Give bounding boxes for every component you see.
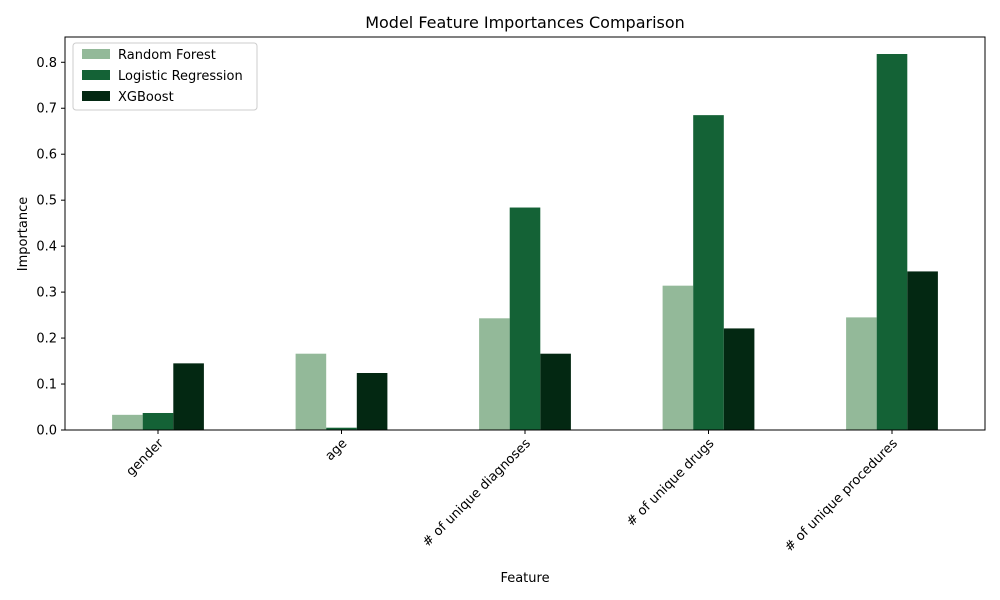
bar-random-forest-4 <box>846 317 877 430</box>
x-tick-label: gender <box>124 436 168 480</box>
y-tick-label: 0.0 <box>36 424 57 439</box>
bar-logistic-regression-4 <box>876 54 908 430</box>
bar-logistic-regression-0 <box>142 412 174 430</box>
plot-area: 0.0 0.1 0.2 0.3 0.4 0.5 0.6 0.7 0.8 gender age # of… <box>36 36 986 555</box>
legend: Random Forest Logistic Regression XGBoost <box>72 42 258 111</box>
bar-xgboost-2 <box>540 353 571 430</box>
y-tick-label: 0.8 <box>36 56 57 71</box>
legend-label: XGBoost <box>118 90 174 105</box>
y-tick-label: 0.3 <box>36 286 57 301</box>
bar-logistic-regression-1 <box>326 427 357 430</box>
legend-swatch <box>82 70 110 80</box>
bar-random-forest-3 <box>662 285 694 430</box>
x-axis-label: Feature <box>500 571 549 586</box>
bar-random-forest-2 <box>479 318 510 430</box>
bar-xgboost-0 <box>173 363 204 430</box>
legend-box <box>72 42 258 111</box>
bar-random-forest-1 <box>295 353 327 430</box>
legend-label: Random Forest <box>118 48 216 63</box>
bar-logistic-regression-2 <box>509 207 541 430</box>
y-tick-label: 0.7 <box>36 102 57 117</box>
bar-xgboost-4 <box>907 271 938 430</box>
x-tick-label: # of unique drugs <box>624 436 718 530</box>
y-tick-label: 0.1 <box>36 378 57 393</box>
bar-random-forest-0 <box>112 414 143 430</box>
bar-xgboost-1 <box>356 373 388 430</box>
y-tick-label: 0.4 <box>36 240 57 255</box>
chart-title: Model Feature Importances Comparison <box>365 13 685 32</box>
legend-label: Logistic Regression <box>118 69 243 84</box>
y-tick-label: 0.5 <box>36 194 57 209</box>
bar-xgboost-3 <box>723 328 755 430</box>
x-tick-label: age <box>323 436 351 464</box>
y-tick-label: 0.6 <box>36 148 57 163</box>
y-tick-label: 0.2 <box>36 332 57 347</box>
legend-swatch <box>82 91 110 101</box>
x-tick-label: # of unique procedures <box>782 436 901 555</box>
y-axis-label: Importance <box>16 197 31 272</box>
bar-logistic-regression-3 <box>693 115 724 430</box>
legend-swatch <box>82 49 110 59</box>
x-tick-label: # of unique diagnoses <box>420 436 534 550</box>
